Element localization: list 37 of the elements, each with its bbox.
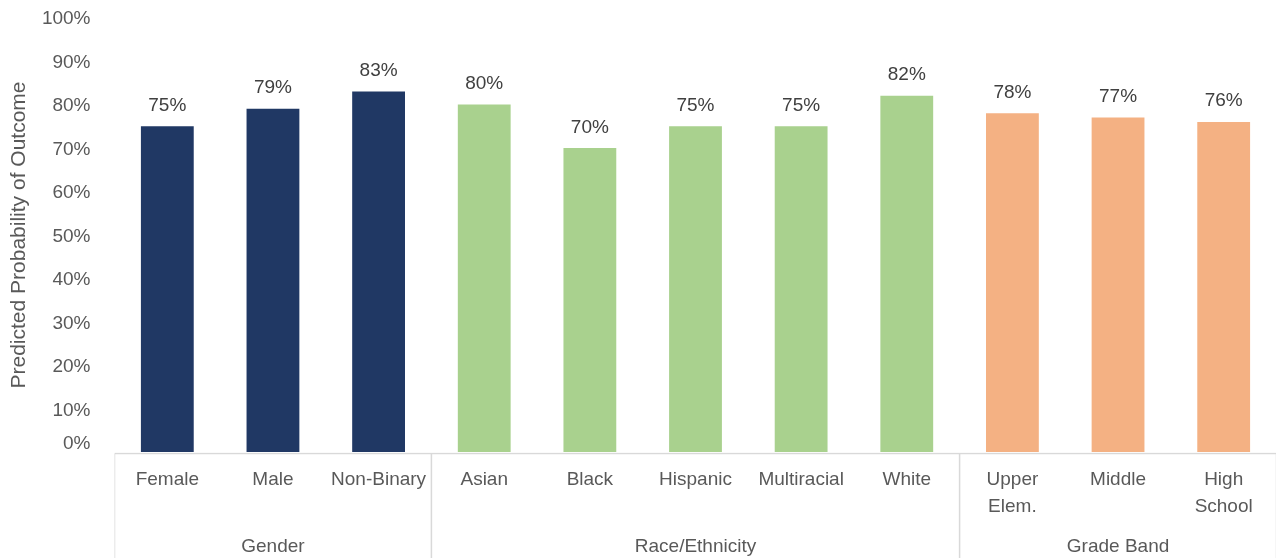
data-label: 70% <box>570 115 609 137</box>
x-tick-label: High School <box>1194 467 1253 516</box>
y-tick-label: 30% <box>52 311 91 333</box>
y-tick-label: 20% <box>52 355 91 376</box>
data-label: 75% <box>148 93 187 115</box>
y-tick-label: 60% <box>52 181 91 202</box>
data-label: 75% <box>676 93 715 115</box>
data-label: 80% <box>465 72 504 93</box>
y-tick-label: 0% <box>63 431 91 453</box>
text: Gender <box>241 535 306 556</box>
data-label: 79% <box>253 76 293 98</box>
y-tick-label: 80% <box>52 94 91 115</box>
data-label: 77% <box>1099 85 1138 107</box>
x-tick-label: Asian <box>460 467 508 489</box>
text: Race/Ethnicity <box>634 535 757 556</box>
x-tick-label: Upper Elem. <box>986 467 1039 516</box>
y-axis-title: Predicted Probability of Outcome <box>5 81 29 389</box>
x-tick-label: Hispanic <box>659 467 732 489</box>
y-tick-label: 50% <box>52 224 91 246</box>
data-label: 82% <box>887 63 926 85</box>
data-label: 78% <box>993 80 1032 102</box>
text: Grade Band <box>1066 535 1170 556</box>
x-tick-label: Male <box>252 467 294 489</box>
data-label: 76% <box>1204 89 1243 111</box>
x-tick-label: Female <box>135 467 199 489</box>
x-tick-label: Non-Binary <box>331 467 427 489</box>
x-tick-label: Black <box>566 467 614 489</box>
y-tick-label: 40% <box>52 268 91 289</box>
y-tick-label: 90% <box>52 50 91 72</box>
y-tick-label: 10% <box>52 398 91 420</box>
x-tick-label: White <box>882 467 932 489</box>
data-label: 83% <box>359 58 398 80</box>
y-tick-label: 70% <box>52 137 91 159</box>
x-tick-label: Middle <box>1090 467 1147 489</box>
x-tick-label: Multiracial <box>758 467 844 489</box>
y-tick-label: 100% <box>41 7 91 28</box>
data-label: 75% <box>782 93 821 115</box>
